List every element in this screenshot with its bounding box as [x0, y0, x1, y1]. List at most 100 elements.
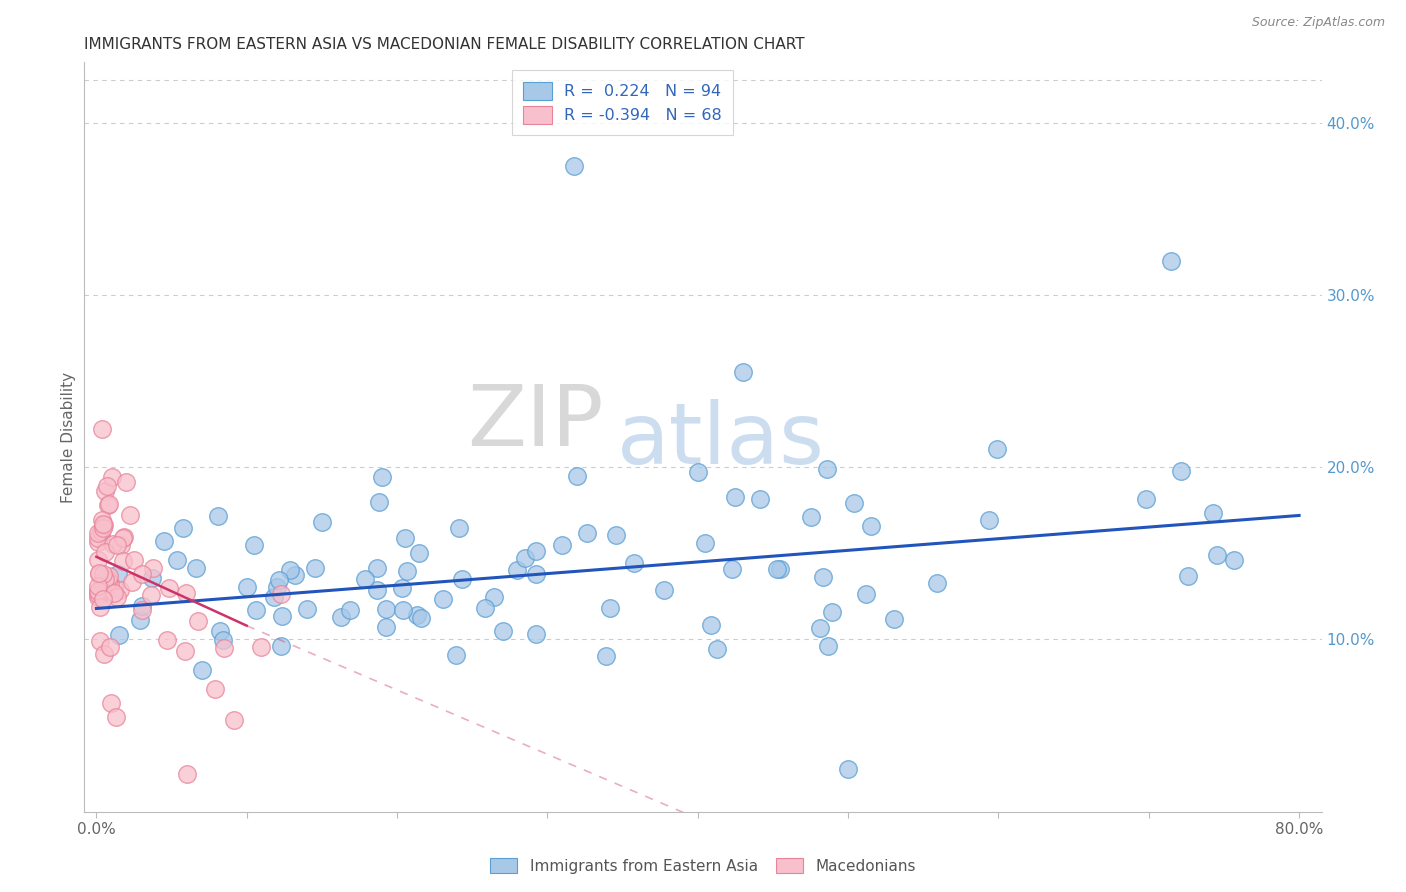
Point [506, 563, 529, 577]
Point [87, 587, 110, 601]
Point [90, 524, 112, 539]
Point [107, 567, 129, 582]
Point [374, 602, 396, 616]
Point [131, 567, 153, 582]
Point [432, 592, 454, 607]
Point [395, 564, 418, 578]
Point [87, 583, 110, 598]
Point [765, 562, 787, 576]
Point [800, 509, 823, 524]
Point [100, 696, 122, 710]
Point [108, 582, 131, 597]
Point [859, 518, 882, 533]
Point [118, 508, 141, 522]
Point [87, 583, 110, 598]
Point [208, 624, 231, 639]
Point [94, 572, 117, 586]
Point [187, 614, 209, 628]
Text: atlas: atlas [616, 400, 824, 483]
Point [176, 767, 198, 781]
Point [808, 621, 831, 635]
Point [1202, 506, 1225, 520]
Point [97, 497, 120, 511]
Point [91, 422, 114, 436]
Point [366, 561, 388, 575]
Point [567, 468, 589, 483]
Point [121, 575, 143, 590]
Point [141, 571, 163, 585]
Point [353, 572, 375, 586]
Point [883, 612, 905, 626]
Point [87, 579, 110, 593]
Point [444, 648, 467, 662]
Point [190, 663, 212, 677]
Point [212, 633, 235, 648]
Point [700, 618, 723, 632]
Point [391, 582, 413, 596]
Point [706, 641, 728, 656]
Point [817, 639, 839, 653]
Point [623, 556, 645, 570]
Point [731, 366, 754, 380]
Point [1205, 549, 1227, 563]
Point [87, 553, 110, 567]
Point [212, 641, 235, 656]
Legend: Immigrants from Eastern Asia, Macedonians: Immigrants from Eastern Asia, Macedonian… [484, 852, 922, 880]
Point [93, 518, 115, 533]
Point [174, 644, 197, 658]
Point [492, 624, 515, 639]
Point [98, 576, 121, 591]
Point [103, 581, 125, 595]
Point [271, 609, 294, 624]
Point [103, 586, 125, 600]
Point [97, 574, 120, 588]
Point [91, 521, 114, 535]
Point [524, 627, 547, 641]
Point [128, 613, 150, 627]
Point [250, 640, 273, 654]
Point [693, 536, 716, 550]
Point [266, 580, 288, 594]
Point [111, 554, 134, 568]
Point [91, 574, 114, 589]
Point [409, 610, 432, 624]
Point [122, 553, 145, 567]
Point [94, 545, 117, 559]
Point [142, 560, 165, 574]
Point [451, 572, 474, 586]
Point [370, 470, 392, 484]
Point [243, 538, 266, 552]
Point [263, 591, 285, 605]
Point [269, 573, 291, 587]
Point [391, 603, 413, 617]
Point [295, 601, 318, 615]
Point [108, 628, 131, 642]
Point [550, 538, 572, 552]
Text: ZIP: ZIP [468, 381, 605, 464]
Point [91, 567, 114, 582]
Point [89, 567, 111, 582]
Point [90, 527, 112, 541]
Point [91, 591, 114, 606]
Point [813, 570, 835, 584]
Point [90, 512, 112, 526]
Point [769, 562, 792, 576]
Point [406, 607, 429, 622]
Point [564, 159, 586, 173]
Text: IMMIGRANTS FROM EASTERN ASIA VS MACEDONIAN FEMALE DISABILITY CORRELATION CHART: IMMIGRANTS FROM EASTERN ASIA VS MACEDONI… [84, 37, 806, 52]
Point [515, 550, 537, 565]
Point [112, 531, 135, 545]
Point [157, 581, 180, 595]
Point [278, 563, 301, 577]
Point [176, 585, 198, 599]
Point [821, 605, 844, 619]
Point [222, 713, 245, 727]
Point [482, 590, 505, 604]
Point [245, 603, 267, 617]
Point [524, 543, 547, 558]
Point [91, 516, 114, 531]
Point [131, 603, 153, 617]
Point [114, 530, 136, 544]
Point [87, 531, 110, 545]
Point [368, 495, 391, 509]
